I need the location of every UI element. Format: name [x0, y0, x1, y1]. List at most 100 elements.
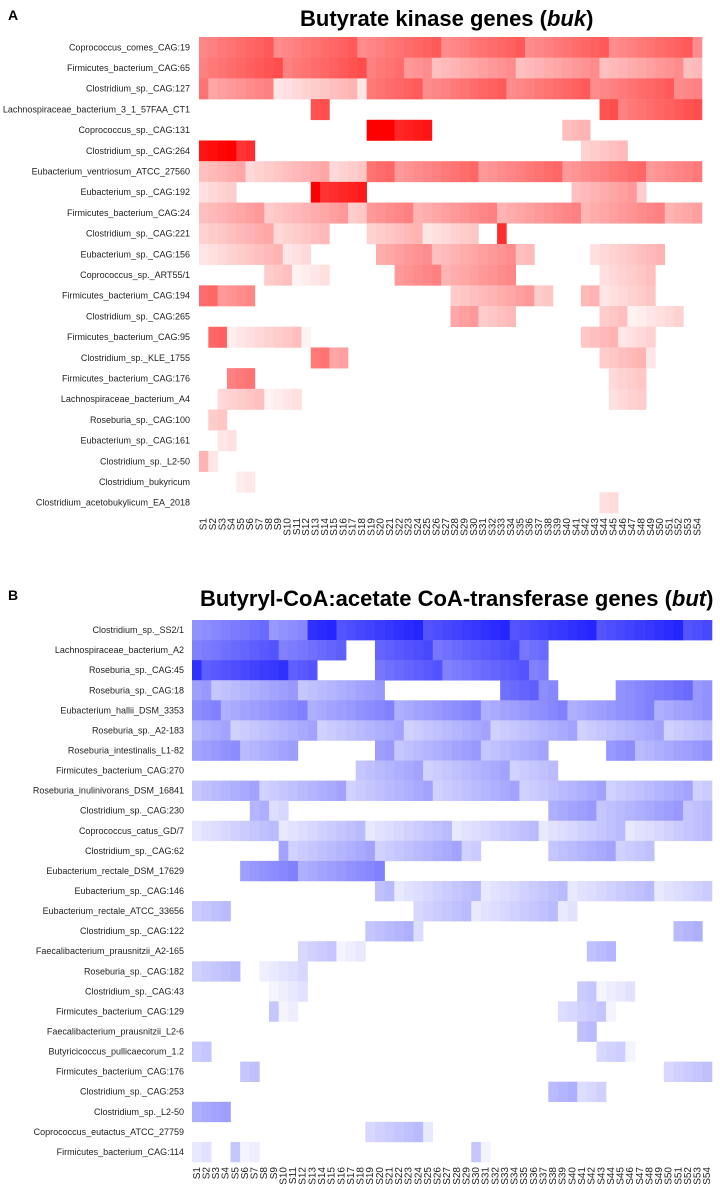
- column-label: S9: [269, 1167, 280, 1180]
- heatmap-cell: [608, 285, 619, 307]
- column-label: S21: [385, 518, 396, 536]
- column-label: S29: [459, 518, 470, 536]
- heatmap-cell: [543, 37, 554, 58]
- heatmap-cell: [199, 243, 209, 265]
- heatmap-cell: [490, 901, 501, 922]
- column-label: S30: [471, 1167, 482, 1185]
- heatmap-cell: [577, 840, 588, 862]
- heatmap-cell: [618, 181, 628, 203]
- column-label: S12: [301, 518, 312, 536]
- panel-b-letter: B: [8, 587, 18, 603]
- heatmap-cell: [562, 78, 572, 100]
- heatmap-cell: [634, 740, 645, 761]
- heatmap-cell: [259, 660, 270, 681]
- heatmap-cell: [199, 161, 209, 183]
- heatmap-cell: [394, 223, 405, 245]
- heatmap-cell: [478, 285, 489, 307]
- heatmap-cell: [273, 264, 284, 286]
- heatmap-cell: [282, 243, 293, 265]
- heatmap-cell: [497, 285, 507, 307]
- heatmap-cell: [288, 680, 299, 701]
- column-label: S18: [356, 1167, 367, 1185]
- heatmap-cell: [567, 700, 578, 721]
- heatmap-cell: [338, 347, 349, 369]
- heatmap-cell: [625, 880, 636, 902]
- column-label: S24: [413, 1167, 424, 1185]
- heatmap-cell: [288, 780, 299, 801]
- heatmap-cell: [201, 740, 212, 761]
- column-label: S23: [404, 1167, 415, 1185]
- heatmap-cell: [450, 285, 461, 307]
- heatmap-cell: [529, 901, 539, 922]
- heatmap-cell: [282, 161, 293, 183]
- heatmap-cell: [384, 880, 395, 902]
- panel-b-row-labels: Clostridium_sp._SS2/1 Lachnospiraceae_bac…: [33, 625, 184, 1157]
- heatmap-cell: [487, 57, 498, 79]
- heatmap-cell: [220, 680, 231, 701]
- heatmap-cell: [644, 680, 655, 701]
- heatmap-cell: [278, 660, 289, 681]
- heatmap-cell: [273, 388, 284, 410]
- heatmap-cell: [413, 840, 424, 862]
- column-label: S52: [674, 518, 685, 536]
- heatmap-cell: [394, 921, 405, 942]
- column-label: S36: [529, 1167, 540, 1185]
- heatmap-cell: [596, 1081, 607, 1103]
- heatmap-cell: [297, 961, 308, 982]
- heatmap-cell: [596, 820, 607, 842]
- heatmap-cell: [586, 820, 597, 842]
- heatmap-cell: [442, 780, 453, 801]
- row-label: Roseburia_inulinivorans_DSM_16841: [33, 786, 184, 796]
- heatmap-cell: [355, 700, 366, 721]
- heatmap-cell: [543, 161, 554, 183]
- heatmap-cell: [674, 37, 684, 58]
- row-label: Clostridium_sp._CAG:122: [80, 926, 184, 936]
- heatmap-cell: [249, 700, 260, 721]
- heatmap-cell: [240, 660, 251, 681]
- heatmap-cell: [459, 243, 470, 265]
- heatmap-cell: [346, 700, 356, 721]
- heatmap-cell: [269, 660, 279, 681]
- column-label: S49: [654, 1167, 665, 1185]
- heatmap-cell: [702, 680, 713, 701]
- heatmap-cell: [506, 202, 516, 224]
- heatmap-cell: [384, 720, 395, 741]
- heatmap-cell: [374, 640, 385, 661]
- heatmap-cell: [307, 840, 318, 862]
- row-label: Butyricicoccus_pullicaecorum_1.2: [48, 1047, 184, 1057]
- heatmap-cell: [211, 660, 222, 681]
- heatmap-cell: [480, 901, 491, 922]
- heatmap-cell: [509, 680, 520, 701]
- heatmap-cell: [596, 780, 607, 801]
- heatmap-cell: [608, 202, 619, 224]
- heatmap-cell: [478, 264, 489, 286]
- heatmap-cell: [432, 820, 443, 842]
- heatmap-cell: [538, 700, 549, 721]
- heatmap-cell: [403, 202, 414, 224]
- heatmap-cell: [226, 368, 237, 390]
- heatmap-cell: [580, 181, 591, 203]
- column-label: S35: [519, 1167, 530, 1185]
- heatmap-cell: [567, 840, 578, 862]
- heatmap-cell: [534, 161, 544, 183]
- heatmap-cell: [230, 740, 241, 761]
- heatmap-cell: [431, 223, 442, 245]
- heatmap-cell: [506, 243, 516, 265]
- heatmap-cell: [355, 941, 366, 962]
- heatmap-cell: [567, 1001, 578, 1022]
- heatmap-cell: [374, 780, 385, 801]
- heatmap-cell: [480, 780, 491, 801]
- heatmap-cell: [384, 700, 395, 721]
- heatmap-cell: [403, 161, 414, 183]
- column-label: S44: [599, 518, 610, 536]
- heatmap-cell: [580, 285, 591, 307]
- heatmap-cell: [226, 181, 237, 203]
- heatmap-cell: [497, 243, 507, 265]
- heatmap-cell: [374, 880, 385, 902]
- heatmap-cell: [245, 326, 256, 348]
- heatmap-cell: [365, 921, 376, 942]
- heatmap-cell: [307, 700, 318, 721]
- column-label: S47: [627, 518, 638, 536]
- heatmap-cell: [385, 119, 395, 141]
- heatmap-cell: [548, 1081, 559, 1103]
